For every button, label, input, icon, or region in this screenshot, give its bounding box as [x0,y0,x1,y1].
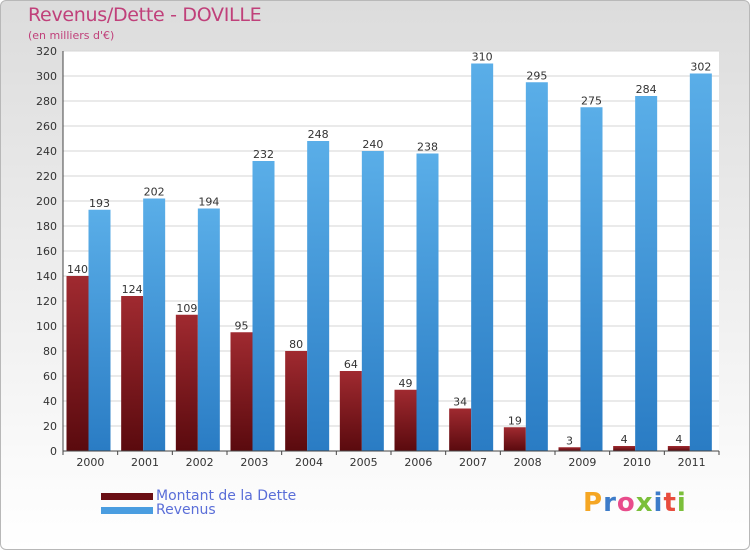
data-label-revenus-2008: 295 [526,69,547,82]
data-label-debt-2006: 49 [399,377,413,390]
data-label-debt-2011: 4 [675,433,682,446]
logo-letter: x [635,488,654,518]
logo-letter: r [603,488,617,518]
y-tick-label: 260 [36,120,57,133]
y-tick-label: 300 [36,70,57,83]
y-tick-label: 140 [36,270,57,283]
data-label-debt-2001: 124 [122,283,143,296]
bar-debt-2002 [175,314,198,451]
y-tick-label: 180 [36,220,57,233]
chart-title: Revenus/Dette - DOVILLE [28,4,262,26]
legend-item-debt: Montant de la Dette [101,488,296,504]
x-tick-label-2006: 2006 [404,456,432,469]
logo-letter: i [676,488,687,518]
y-tick-label: 320 [36,45,57,58]
logo-letter: P [583,488,604,518]
bar-revenus-2001 [143,198,166,451]
y-tick-label: 40 [43,395,57,408]
bar-debt-2005 [339,371,362,451]
bar-debt-2008 [503,427,526,451]
y-tick-label: 0 [50,445,57,458]
legend-label-debt: Montant de la Dette [156,488,297,504]
y-tick-label: 100 [36,320,57,333]
bar-revenus-2000 [88,209,111,451]
x-tick-label-2010: 2010 [623,456,651,469]
x-tick-label-2011: 2011 [678,456,706,469]
data-label-revenus-2000: 193 [89,197,110,210]
data-label-debt-2010: 4 [621,433,628,446]
bar-debt-2003 [230,332,253,451]
data-label-revenus-2005: 240 [362,138,383,151]
data-label-revenus-2010: 284 [636,83,657,96]
x-tick-label-2009: 2009 [568,456,596,469]
bar-debt-2011 [667,446,690,451]
x-tick-label-2002: 2002 [186,456,214,469]
data-label-revenus-2011: 302 [690,61,711,74]
y-tick-label: 200 [36,195,57,208]
bar-revenus-2010 [635,96,658,451]
x-tick-label-2005: 2005 [350,456,378,469]
data-label-debt-2000: 140 [67,263,88,276]
x-tick-label-2008: 2008 [514,456,542,469]
bar-revenus-2007 [471,63,494,451]
logo-letter: i [653,488,664,518]
bar-debt-2010 [613,446,636,451]
data-label-revenus-2009: 275 [581,94,602,107]
data-label-revenus-2007: 310 [472,51,493,64]
data-label-revenus-2001: 202 [144,186,165,199]
bar-debt-2006 [394,389,417,451]
x-tick-label-2007: 2007 [459,456,487,469]
chart-subtitle: (en milliers d'€) [28,29,115,42]
bar-revenus-2008 [525,82,548,451]
data-label-debt-2005: 64 [344,358,358,371]
x-tick-label-2001: 2001 [131,456,159,469]
bar-debt-2007 [449,408,472,451]
bar-revenus-2009 [580,107,603,451]
bar-debt-2000 [66,276,89,451]
data-label-revenus-2003: 232 [253,148,274,161]
legend-swatch-debt [101,492,153,500]
y-tick-label: 220 [36,170,57,183]
bar-debt-2004 [285,351,308,451]
x-tick-label-2003: 2003 [240,456,268,469]
legend-label-revenus: Revenus [156,502,216,518]
y-tick-label: 240 [36,145,57,158]
bar-revenus-2006 [416,153,439,451]
logo-letter: t [663,488,677,518]
bar-debt-2001 [121,296,144,451]
data-label-revenus-2004: 248 [308,128,329,141]
data-label-debt-2009: 3 [566,434,573,447]
bar-revenus-2003 [252,161,275,451]
legend-swatch-revenus [101,506,153,514]
x-tick-label-2004: 2004 [295,456,323,469]
data-label-debt-2003: 95 [235,319,249,332]
data-label-debt-2002: 109 [176,302,197,315]
logo-letter: o [616,488,636,518]
data-label-debt-2007: 34 [453,396,467,409]
proxiti-logo: Proxiti [583,488,687,518]
y-tick-label: 60 [43,370,57,383]
data-label-debt-2008: 19 [508,414,522,427]
y-tick-label: 80 [43,345,57,358]
y-tick-label: 20 [43,420,57,433]
x-tick-label-2000: 2000 [76,456,104,469]
bar-revenus-2002 [197,208,220,451]
y-tick-label: 280 [36,95,57,108]
bar-debt-2009 [558,447,581,451]
data-label-debt-2004: 80 [289,338,303,351]
bar-revenus-2005 [361,151,384,451]
y-tick-label: 120 [36,295,57,308]
data-label-revenus-2002: 194 [198,196,219,209]
legend-item-revenus: Revenus [101,502,216,518]
data-label-revenus-2006: 238 [417,141,438,154]
bar-revenus-2011 [689,73,712,451]
y-tick-label: 160 [36,245,57,258]
bar-revenus-2004 [307,141,330,451]
